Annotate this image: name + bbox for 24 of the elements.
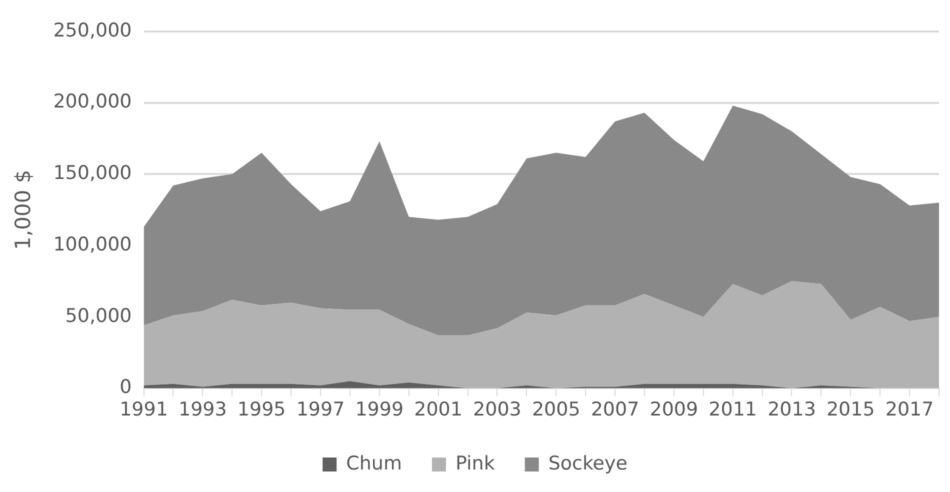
x-tick-label: 2005 xyxy=(532,398,580,421)
x-tick-label: 2011 xyxy=(708,398,758,421)
y-axis-title: 1,000 $ xyxy=(11,170,36,250)
x-tick-label: 2001 xyxy=(414,398,462,421)
y-tick-label: 0 xyxy=(120,376,132,398)
x-tick-label: 2013 xyxy=(768,398,816,421)
x-tick-label: 1993 xyxy=(178,398,227,421)
x-tick-label: 1999 xyxy=(355,398,404,421)
y-tick-label: 250,000 xyxy=(53,19,132,42)
y-tick-label: 150,000 xyxy=(53,162,132,184)
x-tick-label: 2009 xyxy=(650,398,698,421)
x-tick-label: 2017 xyxy=(885,398,934,421)
x-tick-label: 1997 xyxy=(296,398,345,421)
x-tick-label: 2015 xyxy=(826,398,875,421)
y-tick-label: 50,000 xyxy=(65,304,132,327)
legend-label: Chum xyxy=(346,452,402,474)
legend-label: Pink xyxy=(455,452,495,474)
legend-label: Sockeye xyxy=(548,452,628,474)
y-tick-label: 100,000 xyxy=(53,233,132,256)
x-tick-label: 2007 xyxy=(590,398,640,421)
x-tick-label: 2003 xyxy=(473,398,522,421)
x-tick-label: 1995 xyxy=(237,398,286,421)
x-tick-label: 1991 xyxy=(120,398,168,421)
y-tick-label: 200,000 xyxy=(53,90,132,113)
